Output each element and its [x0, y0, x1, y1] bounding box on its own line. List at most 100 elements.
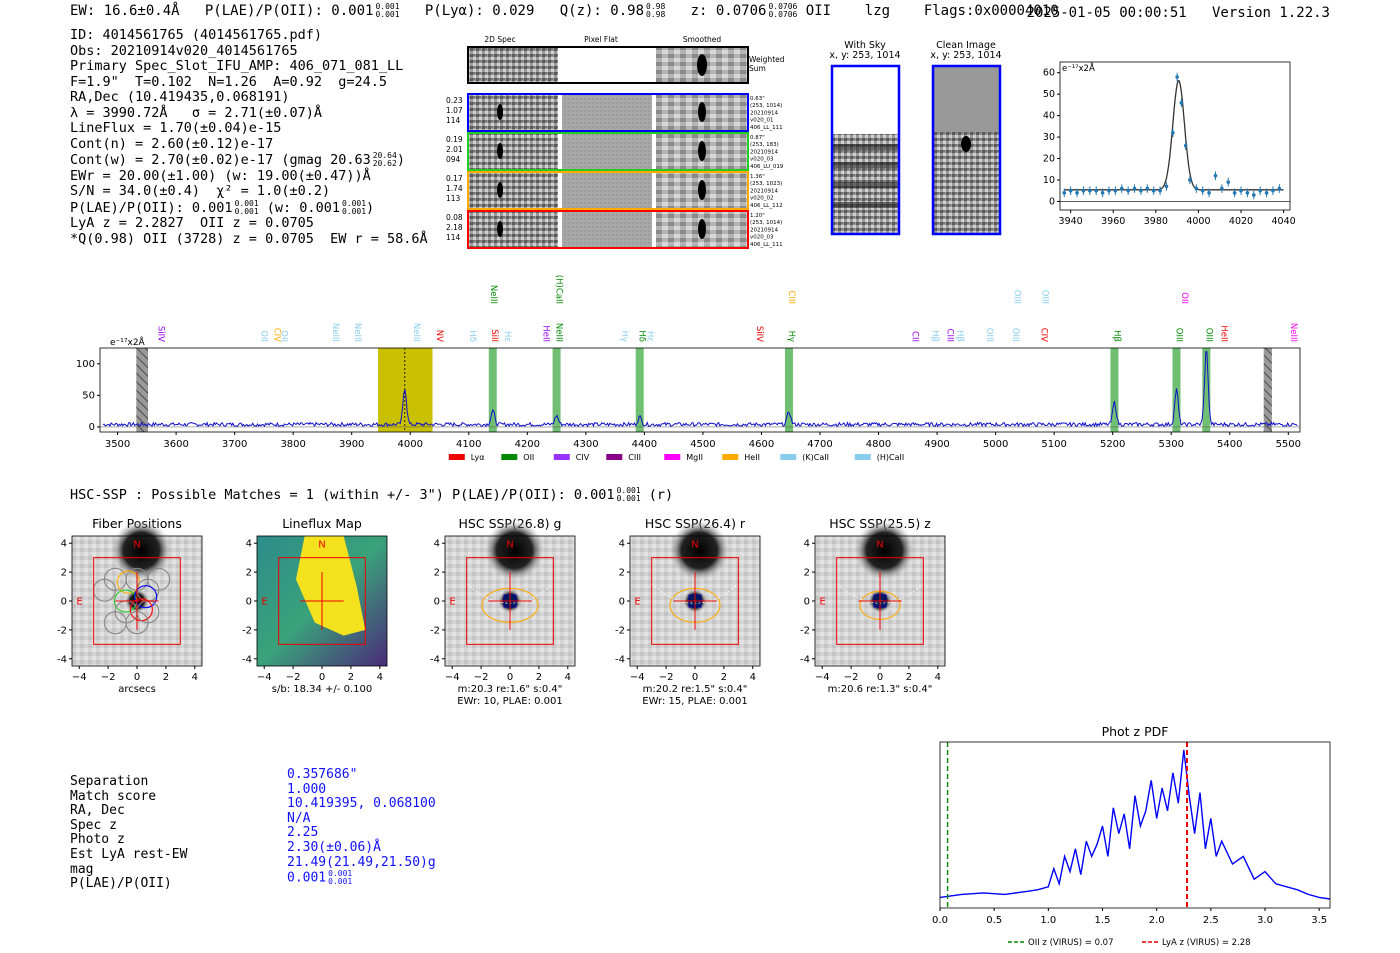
zoom-data-point [1088, 188, 1092, 193]
header-lzg: lzg [864, 3, 891, 19]
zoom-ytick-label: 50 [1043, 89, 1055, 100]
full-xtick-label: 4000 [398, 439, 423, 450]
spectrum-line [102, 351, 1298, 428]
line-label: OII [278, 330, 288, 342]
legend-label: MgII [686, 453, 703, 462]
panel-xtick-label: 2 [348, 672, 354, 683]
panel-xtick-label: 2 [906, 672, 912, 683]
header-z-line: OII [805, 3, 832, 19]
line-label: Hγ [786, 331, 796, 342]
full-xtick-label: 4700 [807, 439, 832, 450]
panel-caption: m:20.6 re:1.3" s:0.4" [828, 684, 933, 695]
panel-ytick-label: -2 [430, 625, 440, 636]
north-label: N [691, 540, 698, 551]
line-label: Hβ [955, 330, 965, 342]
panel-ytick-label: -4 [242, 654, 252, 665]
info-lineflux: LineFlux = 1.70(±0.04)e-15 [70, 120, 282, 136]
cutout-row-left-label: 114 [446, 233, 461, 242]
pdf-xtick-label: 2.0 [1149, 915, 1165, 926]
panel-xtick-label: 0 [134, 672, 140, 683]
panel-xtick-label: 4 [750, 672, 756, 683]
line-label: SiIV [754, 326, 764, 342]
panel-xtick-label: −4 [72, 672, 87, 683]
header-version: Version 1.22.3 [1211, 5, 1330, 21]
panel-ytick-label: 0 [61, 597, 67, 608]
info-slot: Primary Spec_Slot_IFU_AMP: 406_071_081_L… [70, 58, 404, 74]
zoom-ylabel: e⁻¹⁷x2Å [1062, 62, 1095, 74]
weighted-sum-row: Weighted Sum [467, 46, 785, 84]
legend-swatch [664, 454, 681, 460]
info-ewr: EWr = 20.00(±1.00) (w: 19.00(±0.47))Å [70, 167, 371, 184]
line-match-band [784, 348, 793, 432]
line-match-band [552, 348, 561, 432]
cutout-row-right-label: 1.36" [750, 174, 765, 180]
detection-info: ID: 4014561765 (4014561765.pdf) Obs: 2021… [70, 27, 428, 247]
legend-swatch [780, 454, 797, 460]
info-id: ID: 4014561765 (4014561765.pdf) [70, 27, 322, 43]
full-xtick-label: 4100 [456, 439, 481, 450]
cutout-row-right-label: 20210914 [750, 110, 778, 116]
header-meta: 2025-01-05 00:00:51 Version 1.22.3 [1027, 5, 1330, 21]
panel-xtick-label: −4 [445, 672, 460, 683]
match-row-value: N/A [287, 810, 311, 826]
legend-swatch [854, 454, 871, 460]
cutout-row-right-label: v020_03 [750, 157, 774, 163]
line-label: (H)CaII [554, 275, 564, 304]
fiber-circle [134, 585, 158, 609]
legend-label: Lyα [471, 453, 485, 462]
line-label: NeIII [411, 323, 421, 342]
zoom-data-point [1107, 188, 1111, 193]
match-row-label: RA, Dec [70, 803, 125, 819]
header-qz-frac: 0.98 0.98 [646, 2, 666, 19]
panel-ytick-label: 4 [619, 539, 625, 550]
bright-source [484, 520, 545, 581]
pdf-legend-label: LyA z (VIRUS) = 2.28 [1162, 938, 1251, 948]
zoom-data-point [1213, 173, 1218, 178]
panel-xtick-label: 0 [877, 672, 883, 683]
zoom-ytick-label: 20 [1043, 154, 1055, 165]
match-row-label: Spec z [70, 817, 117, 833]
east-label: E [449, 597, 455, 608]
pdf-xtick-label: 3.0 [1257, 915, 1273, 926]
panel-caption: arcsecs [118, 684, 156, 695]
cutout-row-left-label: 114 [446, 116, 461, 125]
search-box [278, 557, 366, 645]
full-xtick-label: 3700 [222, 439, 247, 450]
zoom-data-point [1151, 188, 1156, 193]
panel-xtick-label: −2 [659, 672, 674, 683]
zoom-data-point [1100, 191, 1105, 195]
zoom-data-point [1179, 100, 1184, 105]
info-lya-oii: LyA z = 2.2827 OII z = 0.0705 [70, 215, 314, 231]
north-label: N [876, 540, 883, 551]
match-row-value: 2.25 [287, 825, 319, 841]
cutout-row-right-label: v020_02 [750, 196, 774, 202]
pdf-xtick-label: 0.5 [986, 915, 1002, 926]
panel-ytick-label: 4 [246, 539, 252, 550]
line-label: Hε [502, 331, 512, 342]
cutout-row-right-label: (253, 1014) [750, 220, 782, 226]
line-label: Hγ [619, 331, 629, 342]
panel-ytick-label: -2 [57, 625, 67, 636]
legend-label: (H)CaII [877, 453, 904, 462]
bright-source [854, 520, 915, 581]
zoom-data-point [1277, 186, 1282, 191]
line-label: Hδ [637, 330, 647, 342]
cutout-row-left-label: 113 [446, 194, 461, 203]
match-row-label: P(LAE)/P(OII) [70, 876, 172, 892]
cutout-row-left-label: 0.23 [446, 96, 463, 105]
match-row-value: 0.357686" [287, 767, 358, 782]
info-params: F=1.9" T=0.102 N=1.26 A=0.92 g=24.5 [70, 73, 387, 90]
info-q-line: *Q(0.98) OII (3728) z = 0.0705 EW r = 58… [70, 230, 428, 247]
clean-image [931, 64, 1002, 236]
panel-ytick-label: 0 [434, 597, 440, 608]
east-label: E [76, 597, 82, 608]
with-sky-image [830, 64, 901, 236]
panel-caption-2: EWr: 15, PLAE: 0.001 [642, 696, 748, 707]
full-xtick-label: 3600 [163, 439, 188, 450]
east-label: E [819, 597, 825, 608]
header-qz: Q(z): 0.98 [559, 3, 645, 19]
panel-ytick-label: -4 [430, 654, 440, 665]
bright-source [669, 520, 730, 581]
